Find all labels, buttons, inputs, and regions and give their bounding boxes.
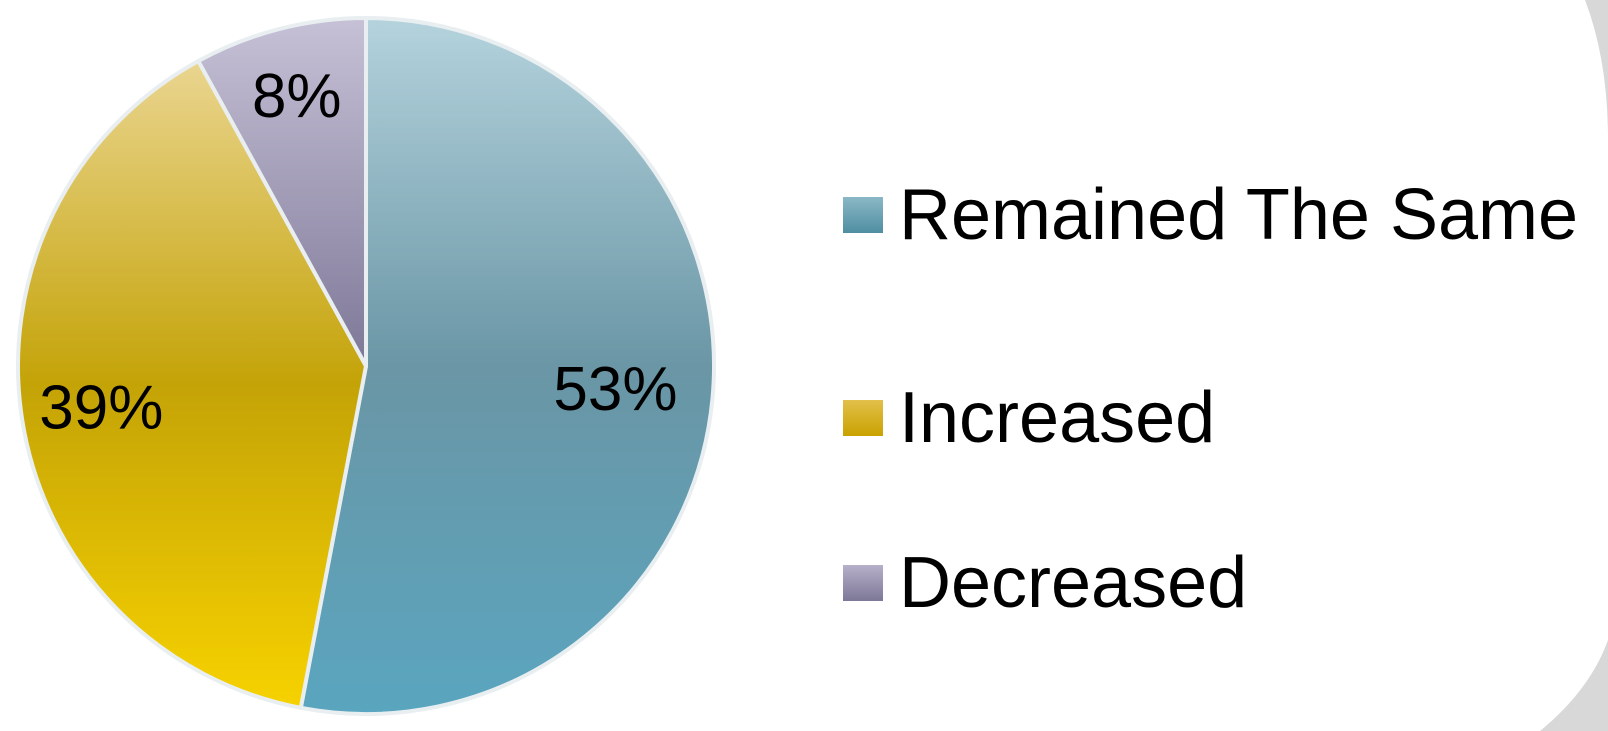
legend-item-decreased: Decreased	[843, 500, 1578, 665]
legend-swatch	[843, 197, 883, 233]
data-label-decreased: 8%	[252, 62, 342, 131]
pie-value-labels: 53% 39% 8%	[39, 62, 677, 443]
legend: Remained The Same Increased Decreased	[843, 170, 1578, 665]
legend-swatch	[843, 399, 883, 436]
pie-slice-remained-the-same	[298, 15, 716, 716]
legend-label: Decreased	[899, 542, 1248, 623]
decorative-corner-top	[1585, 0, 1608, 140]
decorative-corner-bottom	[1540, 640, 1608, 731]
legend-swatch	[843, 564, 883, 601]
legend-item-remained-the-same: Remained The Same	[843, 170, 1578, 260]
legend-item-increased: Increased	[843, 335, 1578, 500]
pie-slice-increased	[16, 58, 369, 711]
pie-slice-decreased	[195, 15, 368, 367]
data-label-remained-the-same: 53%	[553, 355, 677, 424]
legend-label: Increased	[899, 377, 1216, 458]
pie-slices	[16, 15, 716, 716]
data-label-increased: 39%	[39, 373, 163, 442]
legend-label: Remained The Same	[899, 175, 1579, 255]
